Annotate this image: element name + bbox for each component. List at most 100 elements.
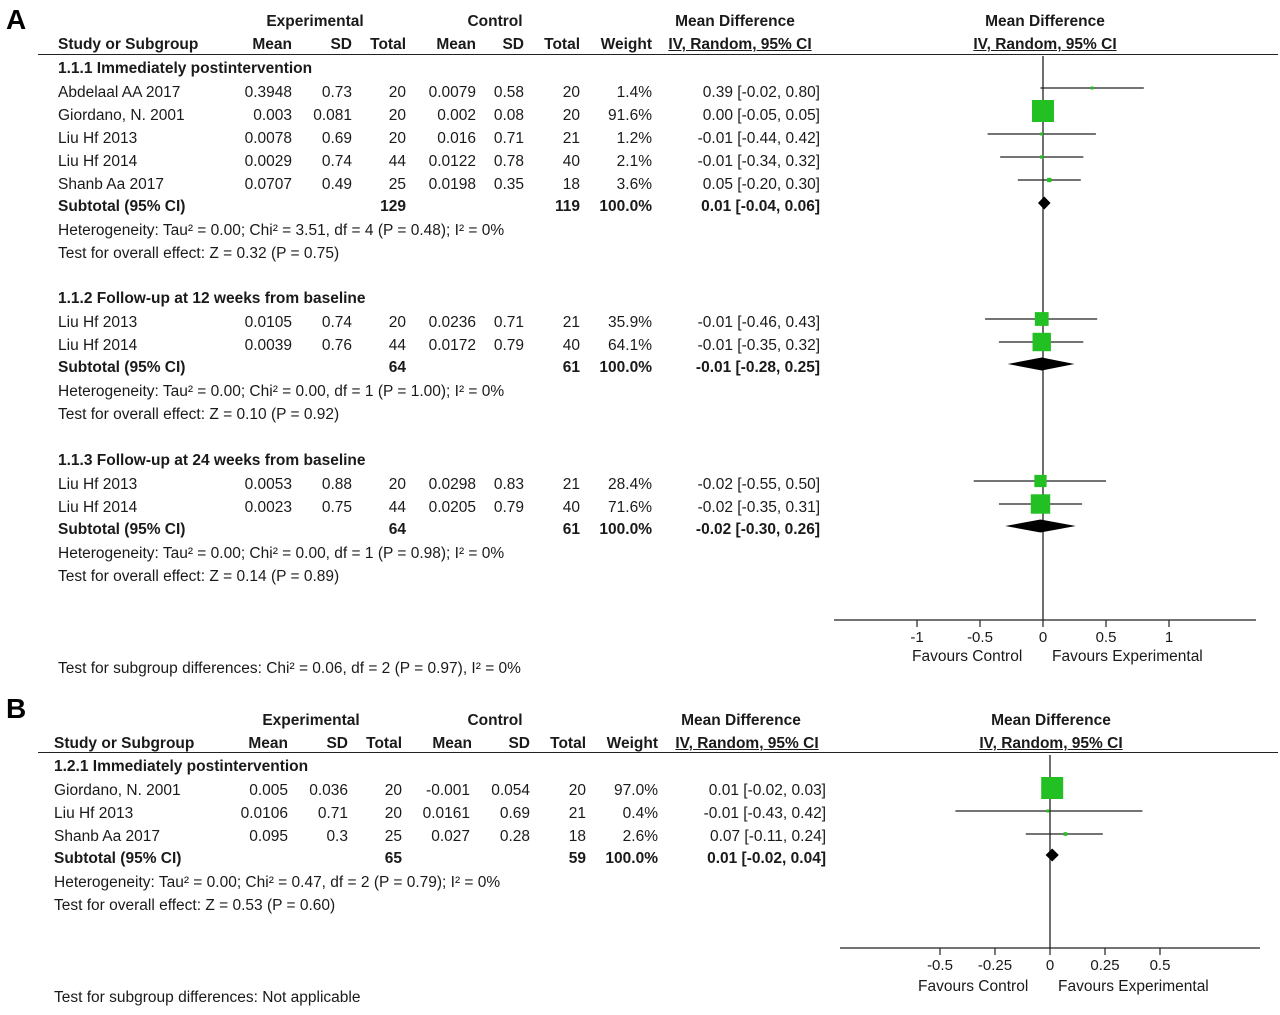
c-mean-col-header: Mean — [432, 735, 472, 752]
study-marker — [1030, 494, 1051, 514]
ci-value: -0.01 [-0.34, 0.32] — [697, 153, 820, 170]
study-marker — [1032, 100, 1054, 122]
c-mean: 0.0122 — [428, 153, 476, 170]
study-marker — [1046, 809, 1050, 813]
study-name: Liu Hf 2013 — [58, 314, 138, 331]
group-title: 1.1.2 Follow-up at 12 weeks from baselin… — [58, 290, 366, 307]
c-total-col-header: Total — [550, 735, 586, 752]
weight: 100.0% — [599, 521, 652, 538]
c-total: 21 — [562, 476, 580, 493]
favours-right-label: Favours Experimental — [1058, 978, 1209, 995]
weight: 28.4% — [608, 476, 652, 493]
e-total: 64 — [388, 521, 406, 538]
overall-effect-text: Test for overall effect: Z = 0.32 (P = 0… — [58, 245, 340, 262]
weight: 100.0% — [599, 359, 652, 376]
c-mean: 0.0079 — [428, 84, 476, 101]
study-name: Liu Hf 2014 — [58, 337, 138, 354]
md-title-header: Mean Difference — [681, 712, 801, 729]
e-mean: 0.005 — [249, 782, 288, 799]
ci-value: 0.01 [-0.02, 0.03] — [708, 782, 826, 799]
e-total: 20 — [388, 107, 406, 124]
panel-b: B Experimental Control Mean Difference M… — [0, 693, 1280, 1015]
e-sd: 0.69 — [321, 130, 352, 147]
e-mean-col-header: Mean — [252, 36, 292, 53]
e-total: 64 — [388, 359, 406, 376]
experimental-header: Experimental — [266, 13, 364, 30]
study-col-header: Study or Subgroup — [54, 735, 195, 752]
c-total: 20 — [568, 782, 586, 799]
favours-left-label: Favours Control — [918, 978, 1029, 995]
c-sd: 0.78 — [493, 153, 524, 170]
overall-effect-text: Test for overall effect: Z = 0.14 (P = 0… — [58, 568, 340, 585]
x-tick-label: 0.5 — [1096, 629, 1117, 646]
e-mean: 0.095 — [249, 828, 288, 845]
study-name: Liu Hf 2014 — [58, 499, 138, 516]
e-mean: 0.0029 — [244, 153, 292, 170]
heterogeneity-text: Heterogeneity: Tau² = 0.00; Chi² = 3.51,… — [58, 222, 505, 239]
weight: 71.6% — [608, 499, 652, 516]
c-mean: 0.0161 — [422, 805, 470, 822]
x-tick-label: 0 — [1039, 629, 1047, 646]
study-name: Shanb Aa 2017 — [54, 828, 161, 845]
c-sd: 0.28 — [499, 828, 530, 845]
study-marker — [1063, 832, 1068, 836]
favours-left-label: Favours Control — [912, 648, 1023, 665]
e-sd-col-header: SD — [326, 735, 348, 752]
c-total: 20 — [562, 84, 580, 101]
x-tick-label: -0.5 — [967, 629, 993, 646]
c-mean: 0.027 — [431, 828, 470, 845]
e-sd: 0.75 — [321, 499, 352, 516]
c-total-col-header: Total — [544, 36, 580, 53]
e-total: 44 — [388, 337, 406, 354]
study-name: Abdelaal AA 2017 — [58, 84, 181, 101]
c-sd: 0.71 — [493, 130, 524, 147]
subtotal-diamond — [1005, 519, 1076, 533]
e-total: 20 — [384, 805, 402, 822]
study-name: Giordano, N. 2001 — [58, 107, 185, 124]
md-plot-title-header: Mean Difference — [991, 712, 1111, 729]
e-total: 44 — [388, 153, 406, 170]
ci-value: -0.01 [-0.44, 0.42] — [697, 130, 820, 147]
md-plot-title-header: Mean Difference — [985, 13, 1105, 30]
c-mean: 0.016 — [437, 130, 476, 147]
md-method-header: IV, Random, 95% CI — [668, 36, 812, 53]
c-total: 21 — [562, 130, 580, 147]
subgroup-test-text: Test for subgroup differences: Chi² = 0.… — [58, 660, 521, 677]
weight: 64.1% — [608, 337, 652, 354]
subtotal-diamond — [1037, 196, 1051, 210]
heterogeneity-text: Heterogeneity: Tau² = 0.00; Chi² = 0.47,… — [54, 874, 501, 891]
c-total: 21 — [568, 805, 586, 822]
c-sd: 0.79 — [493, 337, 524, 354]
c-sd: 0.71 — [493, 314, 524, 331]
study-name: Liu Hf 2014 — [58, 153, 138, 170]
c-mean: 0.0172 — [428, 337, 476, 354]
subtotal-label: Subtotal (95% CI) — [58, 359, 186, 376]
weight: 35.9% — [608, 314, 652, 331]
weight: 91.6% — [608, 107, 652, 124]
study-name: Shanb Aa 2017 — [58, 176, 165, 193]
c-total: 40 — [562, 499, 580, 516]
overall-effect-text: Test for overall effect: Z = 0.53 (P = 0… — [54, 897, 336, 914]
study-marker — [1034, 312, 1049, 326]
md-method-header: IV, Random, 95% CI — [675, 735, 819, 752]
ci-value: 0.01 [-0.04, 0.06] — [701, 198, 820, 215]
md-plot-method-header: IV, Random, 95% CI — [979, 735, 1123, 752]
x-tick-label: 1 — [1165, 629, 1173, 646]
e-total: 65 — [384, 850, 402, 867]
heterogeneity-text: Heterogeneity: Tau² = 0.00; Chi² = 0.00,… — [58, 383, 505, 400]
e-sd: 0.73 — [321, 84, 352, 101]
c-mean: 0.0205 — [428, 499, 476, 516]
e-sd: 0.3 — [326, 828, 348, 845]
study-name: Giordano, N. 2001 — [54, 782, 181, 799]
c-total: 18 — [568, 828, 586, 845]
e-sd: 0.76 — [321, 337, 352, 354]
e-sd: 0.88 — [321, 476, 352, 493]
control-header: Control — [467, 13, 523, 30]
e-sd: 0.49 — [321, 176, 352, 193]
c-sd: 0.83 — [493, 476, 524, 493]
forest-plot-a: -1 -0.5 0 0.5 1 — [834, 56, 1256, 646]
subgroup-test-text: Test for subgroup differences: Not appli… — [54, 989, 361, 1006]
e-mean: 0.0106 — [240, 805, 288, 822]
e-total: 20 — [384, 782, 402, 799]
c-sd-col-header: SD — [508, 735, 530, 752]
